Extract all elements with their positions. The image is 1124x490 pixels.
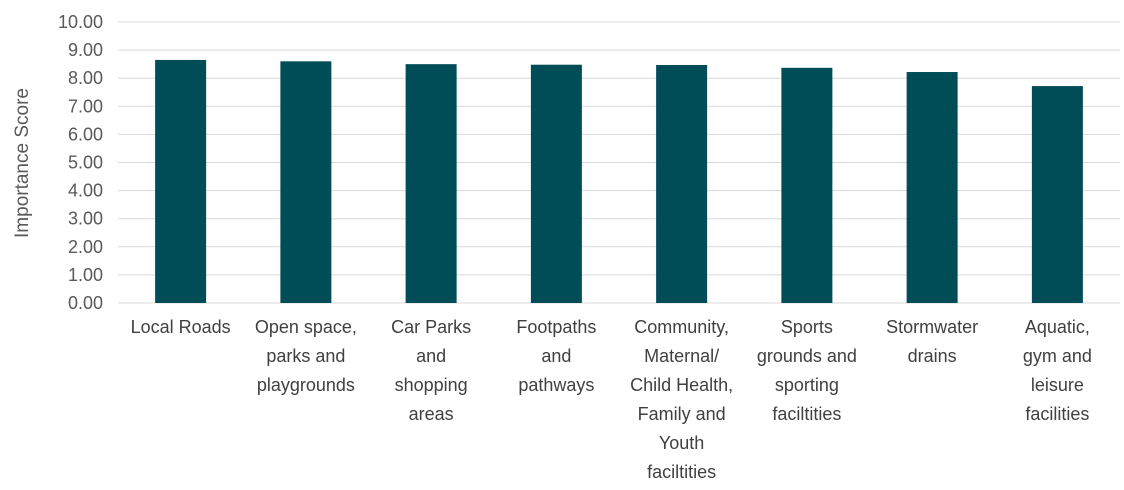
x-category-label: Local Roads	[131, 317, 231, 337]
y-tick-label: 6.00	[68, 124, 103, 144]
y-tick-label: 0.00	[68, 293, 103, 313]
bar	[656, 64, 708, 303]
y-axis-tick-labels: 0.00 1.00 2.00 3.00 4.00 5.00 6.00 7.00 8.00 9.00…	[58, 12, 103, 313]
bar	[906, 72, 958, 303]
bar	[280, 61, 332, 304]
x-category-label: Car Parks and shopping areas	[391, 317, 471, 424]
y-tick-label: 8.00	[68, 68, 103, 88]
x-axis-category-labels: Local Roads Open space, parks and playgroun…	[131, 317, 1092, 482]
x-category-label: Sports grounds and sporting faciltities	[757, 317, 857, 424]
y-axis-title: Importance Score	[12, 88, 33, 238]
x-category-label: Aquatic, gym and leisure facilities	[1023, 317, 1092, 424]
y-tick-label: 7.00	[68, 96, 103, 116]
y-tick-label: 3.00	[68, 209, 103, 229]
y-tick-label: 2.00	[68, 237, 103, 257]
bar	[155, 59, 207, 304]
bar	[530, 64, 582, 303]
bars	[155, 59, 1083, 304]
x-category-label: Community, Maternal/Child Health, Family a…	[630, 317, 733, 482]
y-tick-label: 4.00	[68, 181, 103, 201]
bar	[781, 67, 833, 303]
y-tick-label: 9.00	[68, 40, 103, 60]
y-tick-label: 5.00	[68, 153, 103, 173]
gridlines	[118, 21, 1120, 304]
bar	[1031, 86, 1083, 304]
bar	[405, 64, 457, 304]
y-tick-label: 1.00	[68, 265, 103, 285]
y-tick-label: 10.00	[58, 12, 103, 32]
x-category-label: Open space, parks and playgrounds	[255, 317, 357, 395]
x-category-label: Stormwater drains	[886, 317, 978, 366]
x-category-label: Footpaths and pathways	[516, 317, 596, 395]
